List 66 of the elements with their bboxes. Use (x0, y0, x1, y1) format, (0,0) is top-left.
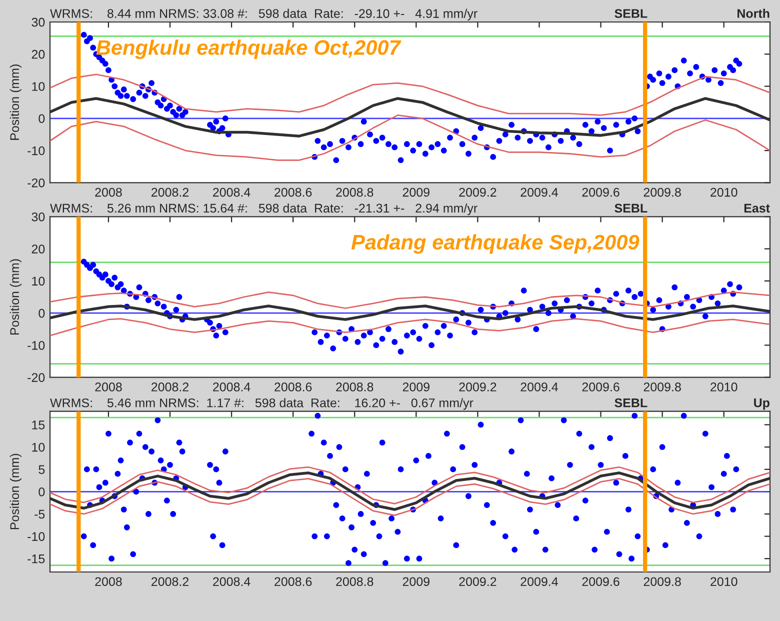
x-tick-label: 2008.6 (274, 382, 312, 392)
y-tick-label: 0 (38, 114, 45, 124)
text: East (744, 204, 770, 213)
x-tick-label: 2009.8 (644, 188, 681, 197)
x-tick-label: 2009.2 (459, 188, 496, 197)
chart-title: WRMS: 8.44 mm NRMS: 33.08 #: 598 data Rate: -29.10 +- 4.91 mm/yr (50, 8, 478, 20)
x-tick-label: 2009.8 (644, 382, 681, 392)
y-tick-label: -15 (28, 554, 45, 564)
y-tick-label: 0 (38, 487, 45, 496)
x-tick-label: 2008.4 (213, 577, 250, 586)
y-tick-label: 30 (32, 18, 45, 27)
x-tick-label: 2008.8 (336, 188, 374, 197)
x-tick-label: 2009.8 (644, 577, 681, 586)
y-tick-label: -20 (28, 373, 45, 382)
x-tick-label: 2008.8 (336, 382, 374, 392)
x-tick-label: 2008.6 (274, 188, 312, 197)
y-tick-label: 10 (32, 442, 45, 452)
x-tick-label: 2010 (710, 382, 738, 392)
text: North (738, 8, 770, 18)
x-tick-label: 2009 (402, 382, 430, 392)
x-tick-label: 2008 (95, 577, 122, 586)
x-tick-label: 2008 (95, 188, 122, 197)
text: Up (754, 398, 770, 410)
x-tick-label: 2010 (710, 577, 738, 586)
chart-title: WRMS: 5.26 mm NRMS: 15.64 #: 598 data Rate: -21.31 +- 2.94 mm/yr (50, 203, 478, 216)
y-tick-label: 5 (38, 465, 45, 474)
x-tick-label: 2008.4 (213, 382, 250, 392)
x-tick-label: 2008 (95, 382, 122, 392)
x-tick-label: 2009 (402, 188, 430, 197)
x-tick-label: 2008.4 (213, 188, 250, 197)
x-tick-label: 2009.4 (520, 382, 558, 392)
ref-line-label: Padang earthquake Sep,2009 (351, 234, 640, 254)
y-tick-label: 30 (32, 212, 45, 222)
x-tick-label: 2008.2 (152, 188, 188, 197)
x-tick-label: 2009.2 (459, 382, 496, 392)
y-tick-label: -10 (28, 341, 45, 350)
y-tick-label: 20 (32, 50, 45, 59)
x-tick-label: 2009.6 (582, 577, 620, 586)
y-tick-label: 15 (32, 420, 45, 430)
y-tick-label: 20 (32, 244, 45, 254)
x-tick-label: 2008.2 (152, 577, 188, 586)
y-axis-title: Position (mm) (10, 454, 22, 530)
y-tick-label: 0 (38, 308, 45, 318)
text: SEBL (614, 398, 648, 408)
x-tick-label: 2010 (710, 188, 738, 197)
x-tick-label: 2009.6 (582, 188, 620, 197)
chart-title: WRMS: 5.46 mm NRMS: 1.17 #: 598 data Rate: 16.20 +- 0.67 mm/yr (50, 398, 474, 410)
y-axis-title: Position (mm) (10, 259, 22, 335)
x-tick-label: 2009.2 (459, 577, 496, 586)
text: SEBL (614, 9, 648, 18)
x-tick-label: 2009.6 (582, 382, 620, 392)
x-tick-label: 2008.2 (152, 382, 188, 392)
y-tick-label: 10 (32, 82, 45, 91)
x-tick-label: 2009.4 (520, 188, 558, 197)
y-tick-label: 10 (32, 276, 45, 286)
y-tick-label: -5 (34, 510, 45, 519)
text: SEBL (614, 204, 648, 213)
y-tick-label: -10 (28, 146, 45, 156)
x-tick-label: 2009 (402, 577, 430, 586)
x-tick-label: 2008.6 (274, 577, 312, 586)
ref-line-label: Bengkulu earthquake Oct,2007 (96, 40, 402, 60)
y-tick-label: -20 (28, 178, 45, 188)
x-tick-label: 2008.8 (336, 577, 374, 586)
x-tick-label: 2009.4 (520, 577, 558, 586)
y-axis-title: Position (mm) (10, 64, 22, 140)
y-tick-label: -10 (28, 532, 45, 541)
